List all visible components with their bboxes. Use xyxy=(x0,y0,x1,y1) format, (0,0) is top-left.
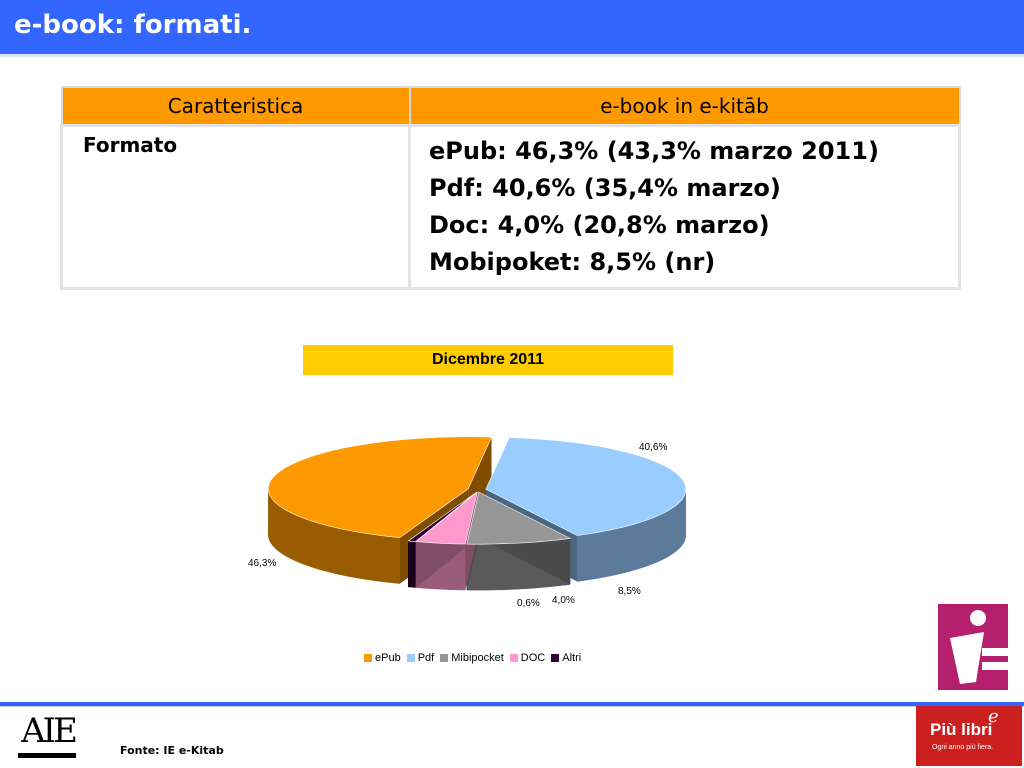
value-doc: Doc: 4,0% (20,8% marzo) xyxy=(429,211,770,239)
i-logo-icon xyxy=(938,604,1008,690)
table-cell-label: Formato xyxy=(60,124,411,290)
data-label-mibipocket: 8,5% xyxy=(618,586,641,597)
legend-label: ePub xyxy=(375,652,401,664)
data-label-epub: 46,3% xyxy=(248,558,276,569)
pie-slice-epub xyxy=(267,436,492,538)
pie-slice-doc xyxy=(415,491,478,545)
data-label-doc: 4,0% xyxy=(552,595,575,606)
chart-legend: ePub Pdf Mibipocket DOC Altri xyxy=(364,652,587,664)
piu-libri-tagline: Ogni anno più fiera. xyxy=(932,744,994,751)
legend-swatch xyxy=(440,654,449,662)
legend-label: Mibipocket xyxy=(451,652,504,664)
format-table: Caratteristica e-book in e-kitāb Formato… xyxy=(60,86,961,290)
footer-divider-shadow xyxy=(0,706,1024,707)
legend-item-mibipocket: Mibipocket xyxy=(440,652,504,664)
data-label-pdf: 40,6% xyxy=(639,442,667,453)
value-pdf: Pdf: 40,6% (35,4% marzo) xyxy=(429,174,781,202)
legend-swatch xyxy=(364,654,372,662)
aie-logo: AIE xyxy=(16,711,80,759)
pie-slice-pdf xyxy=(485,437,687,536)
legend-label: Pdf xyxy=(417,652,435,664)
legend-swatch xyxy=(551,654,560,662)
legend-item-epub: ePub xyxy=(364,652,401,664)
piu-libri-superscript: e xyxy=(988,706,999,727)
table-row: Formato ePub: 46,3% (43,3% marzo 2011) P… xyxy=(60,124,961,290)
table-cell-values: ePub: 46,3% (43,3% marzo 2011) Pdf: 40,6… xyxy=(408,124,961,290)
value-mobipoket: Mobipoket: 8,5% (nr) xyxy=(429,248,716,276)
legend-label: DOC xyxy=(520,652,546,664)
footer-divider xyxy=(0,702,1024,706)
pie-slice-altri xyxy=(407,491,477,542)
data-label-altri: 0,6% xyxy=(517,598,540,609)
legend-swatch xyxy=(406,654,415,662)
title-bar: e-book: formati. xyxy=(0,0,1024,54)
piu-libri-name: Più libri xyxy=(930,720,993,739)
aie-logo-bar xyxy=(18,753,76,758)
legend-item-doc: DOC xyxy=(509,652,546,664)
slide-title: e-book: formati. xyxy=(14,10,252,40)
piu-libri-logo: Più libri e Ogni anno più fiera. xyxy=(916,706,1022,766)
legend-swatch xyxy=(509,654,518,662)
table-header-caratteristica: Caratteristica xyxy=(60,86,411,127)
chart-title: Dicembre 2011 xyxy=(303,345,673,375)
aie-logo-text: AIE xyxy=(21,711,78,751)
legend-item-pdf: Pdf xyxy=(406,652,435,664)
legend-item-altri: Altri xyxy=(551,652,581,664)
pie-slice-mibipocket xyxy=(466,491,572,545)
table-header-ebook: e-book in e-kitāb xyxy=(408,86,961,127)
source-note: Fonte: IE e-Kitab xyxy=(120,744,224,757)
title-divider xyxy=(0,54,1024,57)
pie-chart: 46,3% 40,6% 8,5% 4,0% 0,6% xyxy=(248,436,687,609)
legend-label: Altri xyxy=(562,652,582,664)
table-header-row: Caratteristica e-book in e-kitāb xyxy=(60,86,961,127)
value-epub: ePub: 46,3% (43,3% marzo 2011) xyxy=(429,137,879,165)
